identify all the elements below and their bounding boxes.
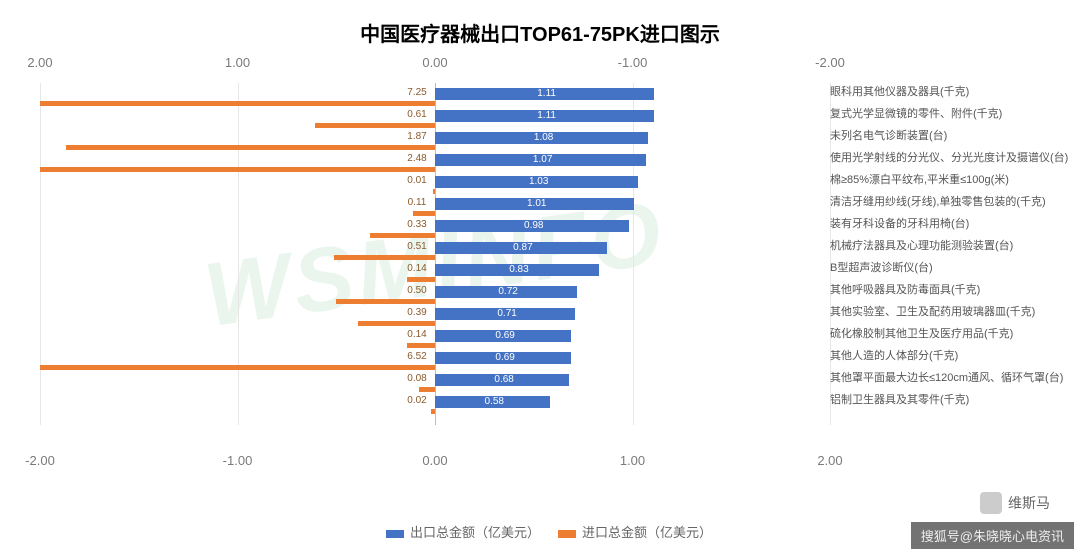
category-label: 复式光学显微镜的零件、附件(千克) — [830, 105, 1002, 121]
import-value: 0.61 — [401, 109, 433, 121]
series-name: 进口总金额（亿美元） — [582, 525, 712, 540]
import-value: 0.33 — [401, 219, 433, 231]
import-bar — [40, 167, 435, 172]
import-value: 0.11 — [401, 197, 433, 209]
import-bar — [431, 409, 435, 414]
category-label: 眼科用其他仪器及器具(千克) — [830, 83, 969, 99]
import-value: 0.51 — [401, 241, 433, 253]
category-label: 其他实验室、卫生及配药用玻璃器皿(千克) — [830, 303, 1035, 319]
bar-row: 1.110.61 — [40, 108, 830, 130]
export-bar — [435, 198, 634, 210]
import-bar — [370, 233, 435, 238]
import-bar — [66, 145, 435, 150]
tick: 2.00 — [27, 55, 52, 70]
swatch — [558, 530, 576, 538]
wechat-badge: 维斯马 — [980, 492, 1050, 514]
bar-row: 0.580.02 — [40, 394, 830, 416]
export-bar — [435, 154, 646, 166]
tick: 1.00 — [620, 453, 645, 468]
bar-row: 0.720.50 — [40, 284, 830, 306]
export-bar — [435, 286, 577, 298]
category-label: 铝制卫生器具及其零件(千克) — [830, 391, 969, 407]
tick: -1.00 — [223, 453, 253, 468]
category-label: 其他罩平面最大边长≤120cm通风、循环气罩(台) — [830, 369, 1063, 385]
bar-row: 0.980.33 — [40, 218, 830, 240]
import-bar — [315, 123, 435, 128]
export-bar — [435, 176, 638, 188]
category-label: 其他呼吸器具及防毒面具(千克) — [830, 281, 980, 297]
tick: 0.00 — [422, 453, 447, 468]
tick: 0.00 — [422, 55, 447, 70]
category-label: B型超声波诊断仪(台) — [830, 259, 933, 275]
bar-row: 0.710.39 — [40, 306, 830, 328]
bar-row: 0.696.52 — [40, 350, 830, 372]
bar-row: 1.072.48 — [40, 152, 830, 174]
chart-area: WSMINFO 2.001.000.00-1.00-2.00 1.117.251… — [40, 55, 830, 475]
tick: -2.00 — [815, 55, 845, 70]
export-bar — [435, 220, 629, 232]
category-label: 使用光学射线的分光仪、分光光度计及摄谱仪(台) — [830, 149, 1068, 165]
export-bar — [435, 330, 571, 342]
series-name: 出口总金额（亿美元） — [410, 525, 540, 540]
import-bar — [407, 277, 435, 282]
import-bar — [413, 211, 435, 216]
import-bar — [419, 387, 435, 392]
bar-row: 0.870.51 — [40, 240, 830, 262]
export-bar — [435, 88, 654, 100]
category-label: 其他人造的人体部分(千克) — [830, 347, 958, 363]
import-value: 2.48 — [401, 153, 433, 165]
export-bar — [435, 308, 575, 320]
export-bar — [435, 242, 607, 254]
tick: -2.00 — [25, 453, 55, 468]
category-label: 硫化橡胶制其他卫生及医疗用品(千克) — [830, 325, 1013, 341]
bar-row: 1.117.25 — [40, 86, 830, 108]
import-bar — [334, 255, 435, 260]
bar-row: 1.010.11 — [40, 196, 830, 218]
bar-row: 1.081.87 — [40, 130, 830, 152]
chart-title: 中国医疗器械出口TOP61-75PK进口图示 — [0, 0, 1080, 47]
wechat-label: 维斯马 — [1008, 493, 1050, 513]
wechat-icon — [980, 492, 1002, 514]
export-bar — [435, 352, 571, 364]
import-value: 0.50 — [401, 285, 433, 297]
tick: 1.00 — [225, 55, 250, 70]
import-value: 6.52 — [401, 351, 433, 363]
import-value: 0.39 — [401, 307, 433, 319]
bar-row: 0.680.08 — [40, 372, 830, 394]
tick: -1.00 — [618, 55, 648, 70]
import-bar — [407, 343, 435, 348]
category-label: 机械疗法器具及心理功能测验装置(台) — [830, 237, 1013, 253]
category-label: 装有牙科设备的牙科用椅(台) — [830, 215, 969, 231]
import-value: 7.25 — [401, 87, 433, 99]
import-value: 0.02 — [401, 395, 433, 407]
import-value: 0.01 — [401, 175, 433, 187]
import-bar — [358, 321, 435, 326]
export-bar — [435, 110, 654, 122]
import-value: 0.14 — [401, 263, 433, 275]
import-bar — [433, 189, 435, 194]
import-value: 0.14 — [401, 329, 433, 341]
category-label: 棉≥85%漂白平纹布,平米重≤100g(米) — [830, 171, 1009, 187]
tick: 2.00 — [817, 453, 842, 468]
export-bar — [435, 132, 648, 144]
import-bar — [336, 299, 435, 304]
bar-row: 0.830.14 — [40, 262, 830, 284]
category-label: 清洁牙缝用纱线(牙线),单独零售包装的(千克) — [830, 193, 1046, 209]
footer-credit: 搜狐号@朱晓晓心电资讯 — [911, 522, 1074, 549]
import-value: 0.08 — [401, 373, 433, 385]
plot: 1.117.251.110.611.081.871.072.481.030.01… — [40, 83, 830, 425]
export-bar — [435, 264, 599, 276]
category-label: 未列名电气诊断装置(台) — [830, 127, 947, 143]
bar-row: 0.690.14 — [40, 328, 830, 350]
import-value: 1.87 — [401, 131, 433, 143]
export-bar — [435, 396, 550, 408]
export-bar — [435, 374, 569, 386]
swatch — [386, 530, 404, 538]
import-bar — [40, 101, 435, 106]
import-bar — [40, 365, 435, 370]
bar-row: 1.030.01 — [40, 174, 830, 196]
